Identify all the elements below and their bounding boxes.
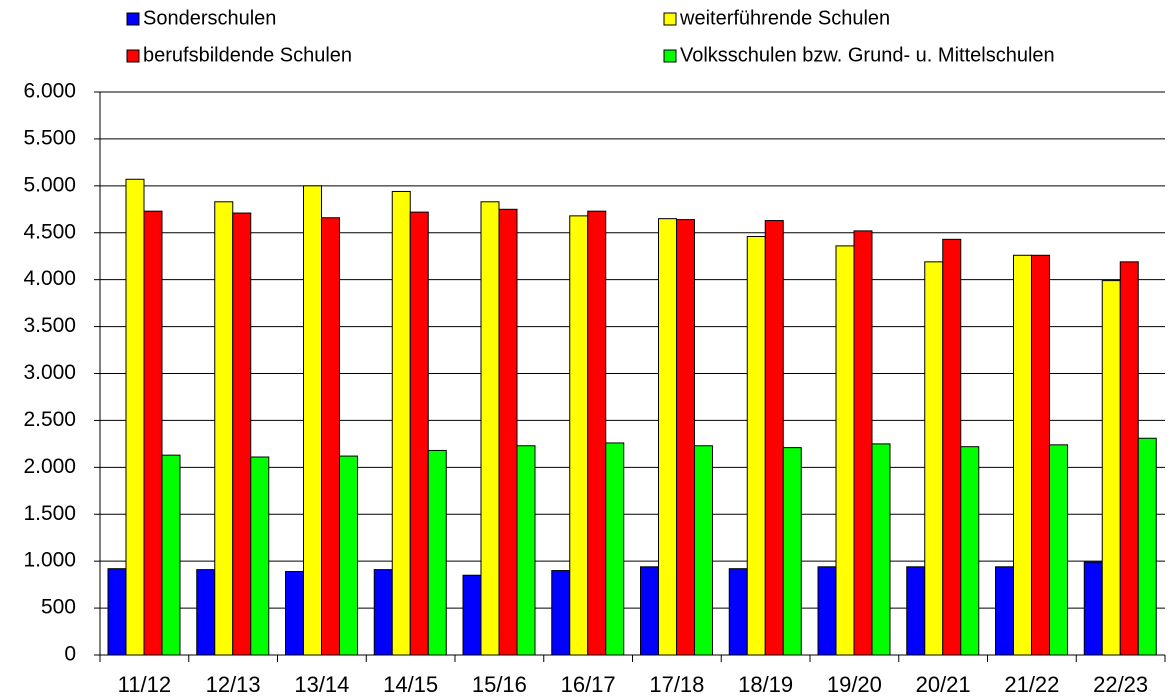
- bar: [303, 185, 322, 656]
- bar: [427, 449, 447, 656]
- bar: [462, 574, 482, 656]
- bar: [569, 215, 589, 656]
- legend-label: Volksschulen bzw. Grund- u. Mittelschule…: [680, 44, 1055, 66]
- bar: [1119, 261, 1139, 656]
- bar: [373, 569, 393, 656]
- legend-swatch: [126, 49, 140, 63]
- bar: [214, 201, 234, 656]
- bar: [764, 220, 784, 656]
- bar: [853, 230, 873, 656]
- bar: [960, 446, 980, 656]
- bar: [480, 201, 500, 656]
- bar: [782, 447, 802, 656]
- bar: [605, 442, 625, 656]
- bar: [339, 455, 358, 656]
- x-tick-label: 18/19: [738, 672, 793, 697]
- x-tick-label: 14/15: [383, 672, 438, 697]
- x-tick-label: 11/12: [118, 672, 171, 697]
- bar: [196, 569, 216, 656]
- bar: [817, 566, 837, 656]
- y-tick-label: 1.000: [23, 549, 76, 572]
- x-tick-label: 12/13: [206, 672, 261, 697]
- bar: [871, 443, 891, 656]
- y-tick-label: 2.500: [23, 408, 76, 431]
- bar: [391, 190, 411, 656]
- legend-swatch: [126, 12, 140, 26]
- bar: [835, 245, 855, 656]
- bar: [906, 566, 926, 656]
- bar: [1083, 561, 1103, 656]
- bar: [285, 570, 304, 656]
- legend-label: Sonderschulen: [143, 7, 276, 29]
- bar: [942, 238, 962, 656]
- bar: [1101, 280, 1121, 656]
- legend-label: weiterführende Schulen: [679, 7, 890, 29]
- y-tick-label: 2.000: [23, 455, 76, 478]
- bar: [587, 210, 607, 656]
- x-tick-label: 17/18: [649, 672, 704, 697]
- bar: [995, 566, 1014, 656]
- y-tick-label: 5.500: [23, 126, 76, 149]
- bar: [1031, 254, 1050, 656]
- bar: [746, 236, 766, 656]
- y-tick-label: 6.000: [23, 80, 76, 103]
- bar: [1013, 254, 1032, 656]
- y-tick-label: 4.500: [23, 220, 76, 243]
- x-tick-label: 15/16: [472, 672, 527, 697]
- legend-swatch: [663, 49, 677, 63]
- x-tick-label: 20/21: [916, 672, 971, 697]
- bar: [107, 568, 127, 656]
- bar: [321, 217, 340, 656]
- x-tick-label: 22/23: [1093, 672, 1148, 697]
- bar: [516, 445, 536, 656]
- legend-label: berufsbildende Schulen: [143, 44, 352, 66]
- bar: [551, 570, 571, 656]
- x-tick-label: 19/20: [827, 672, 882, 697]
- x-tick-label: 16/17: [561, 672, 616, 697]
- y-tick-label: 3.000: [23, 361, 76, 384]
- bar: [498, 208, 518, 656]
- bar: [232, 212, 252, 656]
- bar: [924, 261, 944, 656]
- bar: [728, 568, 748, 656]
- x-tick-label: 21/22: [1004, 672, 1059, 697]
- bar: [1049, 444, 1068, 656]
- legend-swatch: [663, 12, 677, 26]
- bar: [676, 219, 695, 656]
- bar: [250, 456, 270, 656]
- bar: [1137, 437, 1157, 656]
- bar: [658, 218, 677, 656]
- y-tick-label: 1.500: [23, 502, 76, 525]
- bar: [640, 566, 659, 656]
- y-tick-label: 3.500: [23, 314, 76, 337]
- bar: [125, 178, 145, 656]
- bar: [694, 445, 713, 656]
- y-tick-label: 0: [64, 643, 76, 666]
- bar: [409, 211, 429, 656]
- x-tick-label: 13/14: [294, 672, 349, 697]
- bar: [143, 210, 163, 656]
- y-tick-label: 500: [41, 596, 76, 619]
- y-tick-label: 4.000: [23, 267, 76, 290]
- y-tick-label: 5.000: [23, 173, 76, 196]
- bar: [161, 454, 181, 656]
